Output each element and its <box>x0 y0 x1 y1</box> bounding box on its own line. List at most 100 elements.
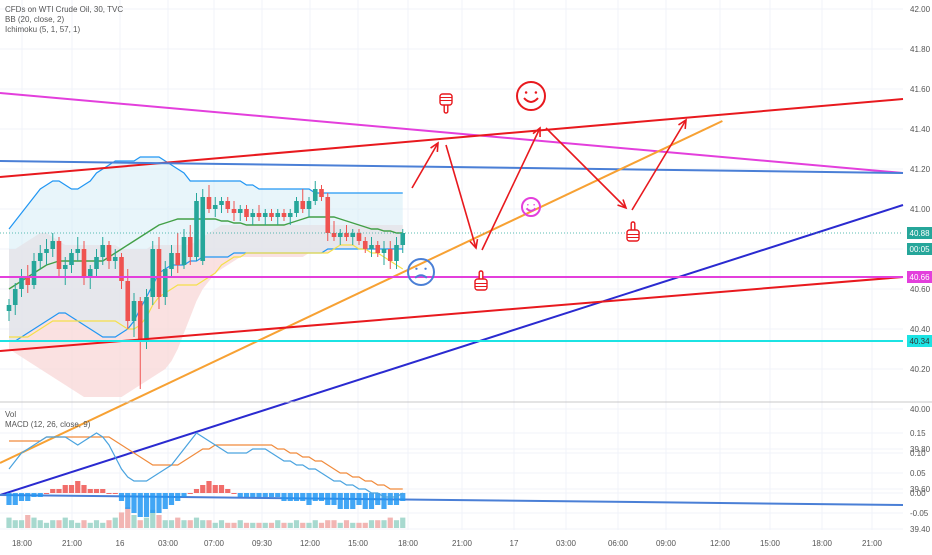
x-tick-label: 18:00 <box>812 539 833 548</box>
macd-histogram-bar <box>112 493 118 494</box>
candle-body <box>244 209 249 217</box>
x-tick-label: 07:00 <box>204 539 225 548</box>
candle-body <box>144 297 149 341</box>
x-tick-label: 15:00 <box>348 539 369 548</box>
x-tick-label: 12:00 <box>710 539 731 548</box>
candle-body <box>100 245 106 257</box>
macd-histogram-bar <box>62 485 68 493</box>
candle-body <box>12 289 18 305</box>
candle-body <box>187 237 193 257</box>
candle-body <box>112 257 118 261</box>
y-tick-label: 40.60 <box>910 285 931 294</box>
candle-body <box>294 201 299 213</box>
volume-bar <box>106 520 112 528</box>
happy-face-icon <box>516 81 546 111</box>
volume-bar <box>281 522 287 528</box>
volume-bar <box>193 517 200 528</box>
volume-bar <box>68 520 75 528</box>
volume-bar <box>37 520 43 528</box>
candle-body <box>281 213 287 217</box>
trend-line-red_line <box>0 276 904 352</box>
volume-bar <box>393 520 400 528</box>
volume-bar <box>375 520 381 528</box>
macd-histogram-bar <box>218 485 225 493</box>
candle-body <box>94 257 99 269</box>
macd-line <box>8 432 404 498</box>
x-tick-label: 03:00 <box>158 539 179 548</box>
volume-bar <box>62 517 68 528</box>
volume-bar <box>75 522 81 528</box>
price-label-bg <box>907 243 932 255</box>
macd-histogram-bar <box>318 493 325 501</box>
macd-histogram-bar <box>381 493 387 509</box>
annotation-arrow-shaft <box>545 127 627 209</box>
candle-body <box>231 209 237 213</box>
macd-y-tick-label: 0.00 <box>910 489 926 498</box>
candle-body <box>44 249 49 253</box>
volume-bar <box>143 517 150 528</box>
price-label-bg <box>907 335 932 347</box>
candle-body <box>356 233 362 241</box>
macd-histogram-bar <box>268 493 275 497</box>
macd-histogram-bar <box>150 493 156 513</box>
volume-bar <box>212 522 218 528</box>
candle-body <box>256 213 262 217</box>
macd-histogram-bar <box>287 493 293 501</box>
hand-palm <box>626 229 640 242</box>
volume-bar <box>93 520 100 528</box>
candle-body <box>387 249 393 261</box>
candle-body <box>369 245 374 249</box>
macd-histogram-bar <box>93 489 100 493</box>
volume-bar <box>162 520 168 528</box>
candle-body <box>56 241 62 269</box>
macd-histogram-bar <box>187 493 193 494</box>
price-label: 40.88 <box>910 229 931 238</box>
lower-legend: Vol MACD (12, 26, close, 9) <box>5 410 90 430</box>
macd-histogram-bar <box>156 493 162 513</box>
candle-body <box>262 213 268 217</box>
candle-body <box>237 209 243 213</box>
candle-body <box>250 213 256 217</box>
volume-bar <box>275 520 281 528</box>
small-smile-icon <box>521 197 541 217</box>
macd-histogram-bar <box>250 493 256 497</box>
volume-bar <box>118 512 125 528</box>
volume-bar <box>206 520 212 528</box>
macd-legend: MACD (12, 26, close, 9) <box>5 420 91 429</box>
x-tick-label: 15:00 <box>760 539 781 548</box>
candle-body <box>375 245 381 253</box>
macd-histogram-bar <box>293 493 300 501</box>
macd-y-tick-label: 0.05 <box>910 469 926 478</box>
annotation-arrowhead <box>430 141 439 153</box>
macd-histogram-bar <box>118 493 125 501</box>
candle-body <box>137 301 143 341</box>
volume-bar <box>362 522 368 528</box>
x-tick-label: 17 <box>510 539 519 548</box>
x-tick-label: 16 <box>116 539 125 548</box>
volume-bar <box>387 517 393 528</box>
macd-y-tick-label: -0.05 <box>910 509 929 518</box>
candle-body <box>125 281 131 321</box>
volume-bar <box>112 517 118 528</box>
main-legend: CFDs on WTI Crude Oil, 30, TVC BB (20, c… <box>5 5 123 35</box>
macd-histogram-bar <box>350 493 356 509</box>
x-tick-label: 21:00 <box>452 539 473 548</box>
annotations <box>407 81 687 291</box>
y-tick-label: 41.80 <box>910 45 931 54</box>
small-smile-icon-mouth <box>525 207 537 212</box>
macd-histogram-bar <box>300 493 306 501</box>
candle-body <box>306 201 312 209</box>
candle-body <box>156 249 162 297</box>
macd-histogram-bar <box>81 485 87 493</box>
axes: 42.0041.8041.6041.4041.2041.0040.8040.60… <box>0 5 932 548</box>
macd-histogram-bar <box>262 493 268 497</box>
candle-body <box>287 213 293 217</box>
happy-face-icon-eye <box>534 91 538 94</box>
volume-bar <box>31 517 37 528</box>
candle-body <box>269 213 274 217</box>
macd-pane <box>6 432 406 528</box>
hand-palm <box>439 93 453 106</box>
macd-histogram-bar <box>343 493 350 509</box>
macd-histogram-bar <box>43 493 50 494</box>
